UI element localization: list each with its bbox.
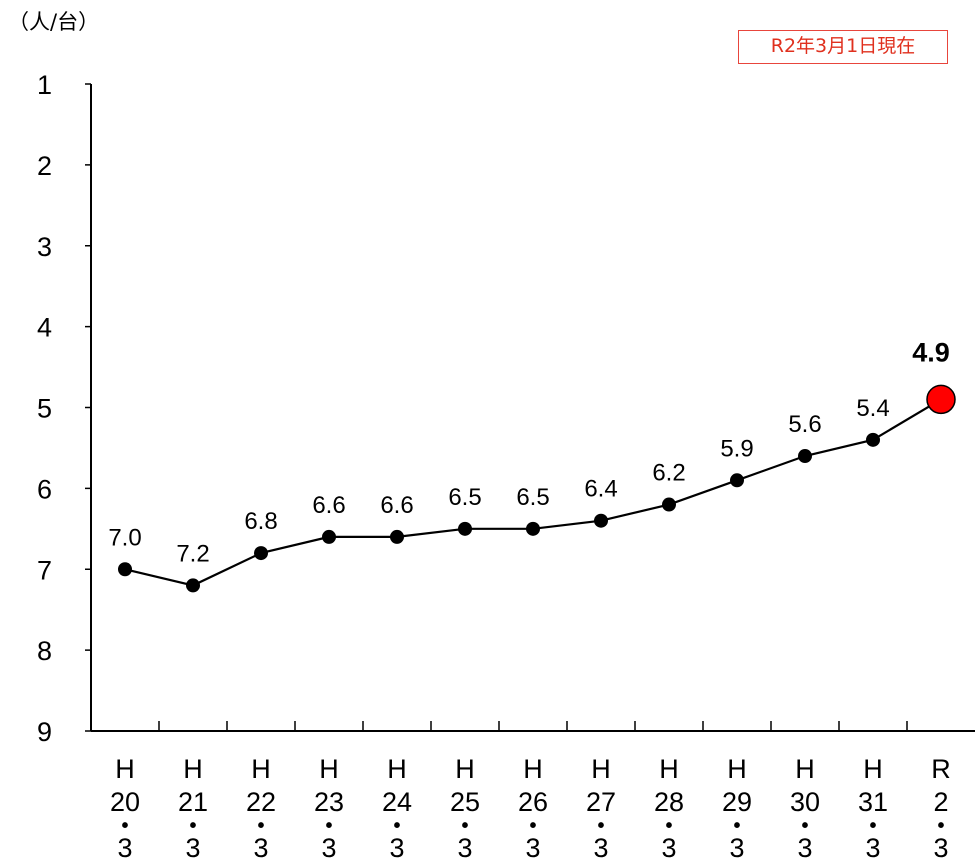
x-tick-label: •: [325, 815, 332, 837]
x-tick-label: 23: [314, 787, 344, 817]
x-tick-label: 3: [457, 833, 472, 859]
x-tick-label: H: [183, 754, 203, 784]
data-label: 5.9: [720, 435, 753, 462]
x-tick-label: H: [591, 754, 611, 784]
data-label: 5.6: [788, 411, 821, 438]
x-tick-label: 26: [518, 787, 548, 817]
x-tick-label: •: [733, 815, 740, 837]
highlight-point: [926, 384, 956, 415]
data-label: 6.5: [516, 484, 549, 511]
y-tick-label: 8: [37, 636, 52, 666]
data-point: [866, 432, 880, 447]
x-tick-label: •: [121, 815, 128, 837]
x-tick-label: •: [461, 815, 468, 837]
data-label: 6.5: [448, 484, 481, 511]
x-tick-label: 3: [321, 833, 336, 859]
highlight-data-label: 4.9: [912, 337, 950, 367]
x-tick-label: 3: [253, 833, 268, 859]
x-tick-label: 3: [797, 833, 812, 859]
x-tick-label: 24: [382, 787, 412, 817]
x-tick-label: 3: [729, 833, 744, 859]
x-tick-label: H: [659, 754, 679, 784]
data-label: 6.6: [380, 492, 413, 519]
x-tick-labels: H20•3H21•3H22•3H23•3H24•3H25•3H26•3H27•3…: [110, 754, 951, 859]
x-tick-label: H: [863, 754, 883, 784]
data-label: 6.8: [244, 508, 277, 535]
y-tick-label: 6: [37, 474, 52, 504]
x-tick-label: H: [319, 754, 339, 784]
x-tick-label: H: [727, 754, 747, 784]
x-tick-label: 3: [865, 833, 880, 859]
data-point: [322, 529, 336, 544]
data-label: 6.2: [652, 460, 685, 487]
x-tick-label: R: [931, 754, 951, 784]
data-point: [118, 562, 132, 577]
axes: [85, 83, 975, 732]
x-tick-label: H: [115, 754, 135, 784]
x-tick-label: H: [251, 754, 271, 784]
y-tick-label: 5: [37, 394, 52, 424]
x-tick-label: 27: [586, 787, 616, 817]
data-point: [730, 473, 744, 488]
x-tick-label: •: [801, 815, 808, 837]
x-tick-label: H: [455, 754, 475, 784]
x-tick-label: 29: [722, 787, 752, 817]
y-tick-labels: 1 2 3 4 5 6 7 8 9: [37, 70, 52, 747]
x-tick-label: •: [257, 815, 264, 837]
y-axis-unit-label: （人/台）: [8, 10, 100, 34]
as-of-date-badge: R2年3月1日現在: [738, 30, 948, 64]
data-point: [186, 578, 200, 593]
x-tick-label: 3: [185, 833, 200, 859]
x-tick-label: H: [387, 754, 407, 784]
x-tick-label: 3: [389, 833, 404, 859]
data-point: [594, 513, 608, 528]
x-tick-label: •: [597, 815, 604, 837]
y-tick-label: 9: [37, 717, 52, 747]
x-tick-label: •: [189, 815, 196, 837]
data-points: [118, 384, 956, 593]
data-label: 7.2: [176, 540, 209, 567]
x-tick-label: •: [393, 815, 400, 837]
x-tick-label: 3: [593, 833, 608, 859]
x-tick-label: 2: [933, 787, 948, 817]
data-label: 6.4: [584, 476, 617, 503]
y-tick-label: 4: [37, 313, 52, 343]
y-tick-label: 1: [37, 70, 52, 100]
data-labels: 7.0 7.2 6.8 6.6 6.6 6.5 6.5 6.4 6.2 5.9 5.6 5.4 4.9: [108, 337, 949, 567]
data-point: [798, 449, 812, 464]
x-tick-label: •: [869, 815, 876, 837]
x-tick-label: 22: [246, 787, 276, 817]
x-tick-label: 30: [790, 787, 820, 817]
x-tick-label: H: [795, 754, 815, 784]
x-tick-label: 3: [117, 833, 132, 859]
data-label: 7.0: [108, 524, 141, 551]
x-tick-label: •: [529, 815, 536, 837]
data-point: [254, 546, 268, 561]
data-point: [662, 497, 676, 512]
x-tick-label: 3: [525, 833, 540, 859]
x-tick-label: 3: [933, 833, 948, 859]
data-label: 5.4: [856, 395, 889, 422]
x-tick-label: 21: [178, 787, 208, 817]
x-tick-label: 25: [450, 787, 480, 817]
y-tick-label: 3: [37, 232, 52, 262]
x-tick-label: 20: [110, 787, 140, 817]
data-point: [390, 529, 404, 544]
data-point: [526, 521, 540, 536]
data-label: 6.6: [312, 492, 345, 519]
x-tick-label: •: [937, 815, 944, 837]
x-tick-label: 28: [654, 787, 684, 817]
x-tick-label: 31: [858, 787, 888, 817]
data-point: [458, 521, 472, 536]
y-tick-label: 7: [37, 555, 52, 585]
x-tick-label: •: [665, 815, 672, 837]
x-tick-label: H: [523, 754, 543, 784]
y-tick-label: 2: [37, 151, 52, 181]
x-tick-label: 3: [661, 833, 676, 859]
